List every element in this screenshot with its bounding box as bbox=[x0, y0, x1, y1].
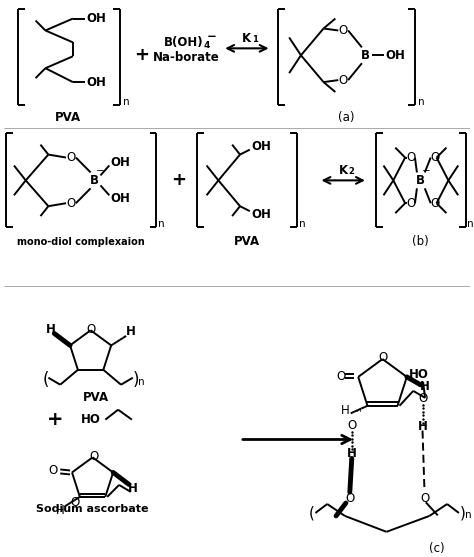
Text: H: H bbox=[419, 380, 429, 393]
Text: O: O bbox=[347, 419, 356, 432]
Text: Na-borate: Na-borate bbox=[153, 51, 219, 64]
Text: O: O bbox=[70, 496, 80, 509]
Text: PVA: PVA bbox=[234, 236, 260, 248]
Text: H: H bbox=[128, 482, 138, 495]
Text: O: O bbox=[338, 24, 348, 37]
Text: O: O bbox=[89, 450, 98, 463]
Text: HO: HO bbox=[81, 413, 100, 426]
Text: 4: 4 bbox=[203, 41, 210, 50]
Text: (c): (c) bbox=[429, 542, 445, 555]
Text: K: K bbox=[338, 164, 348, 177]
Text: O: O bbox=[66, 197, 75, 210]
Text: OH: OH bbox=[252, 208, 272, 221]
Text: (: ( bbox=[42, 371, 49, 389]
Text: B: B bbox=[90, 174, 99, 187]
Text: OH: OH bbox=[110, 192, 130, 205]
Text: (: ( bbox=[309, 505, 314, 520]
Text: H: H bbox=[126, 325, 136, 338]
Text: OH: OH bbox=[385, 49, 405, 62]
Text: n: n bbox=[467, 219, 474, 229]
Text: H: H bbox=[340, 404, 349, 417]
Text: O: O bbox=[430, 151, 439, 164]
Text: n: n bbox=[138, 377, 145, 387]
Text: OH: OH bbox=[87, 76, 107, 89]
Text: Sodium ascorbate: Sodium ascorbate bbox=[36, 504, 149, 514]
Text: H: H bbox=[56, 504, 64, 517]
Text: OH: OH bbox=[252, 140, 272, 153]
Text: B: B bbox=[416, 174, 425, 187]
Text: H: H bbox=[418, 420, 428, 433]
Text: +: + bbox=[134, 46, 149, 64]
Text: O: O bbox=[420, 492, 429, 505]
Text: n: n bbox=[123, 97, 129, 107]
Text: O: O bbox=[406, 197, 416, 210]
Text: OH: OH bbox=[87, 12, 107, 25]
Text: PVA: PVA bbox=[55, 111, 81, 124]
Text: B(OH): B(OH) bbox=[164, 36, 204, 49]
Text: −: − bbox=[96, 167, 105, 177]
Text: O: O bbox=[418, 392, 427, 405]
Text: (b): (b) bbox=[412, 236, 429, 248]
Text: O: O bbox=[345, 492, 355, 505]
Text: O: O bbox=[66, 151, 75, 164]
Text: +: + bbox=[47, 410, 64, 429]
Text: mono-diol complexaion: mono-diol complexaion bbox=[17, 237, 145, 247]
Text: OH: OH bbox=[110, 156, 130, 169]
Text: 1: 1 bbox=[252, 35, 258, 44]
Text: ,,,: ,,, bbox=[355, 404, 363, 413]
Text: PVA: PVA bbox=[82, 392, 109, 404]
Text: ): ) bbox=[133, 371, 139, 389]
Text: O: O bbox=[336, 370, 345, 383]
Text: n: n bbox=[465, 510, 472, 520]
Text: HO: HO bbox=[409, 368, 429, 380]
Text: B: B bbox=[361, 49, 370, 62]
Text: −: − bbox=[422, 167, 431, 177]
Text: (a): (a) bbox=[338, 111, 355, 124]
Text: O: O bbox=[430, 197, 439, 210]
Text: H: H bbox=[347, 447, 357, 460]
Text: O: O bbox=[86, 323, 95, 336]
Text: 2: 2 bbox=[348, 167, 354, 176]
Text: K: K bbox=[242, 32, 251, 45]
Text: n: n bbox=[418, 97, 424, 107]
Text: O: O bbox=[49, 464, 58, 477]
Text: O: O bbox=[378, 350, 387, 364]
Text: n: n bbox=[158, 219, 164, 229]
Text: ): ) bbox=[460, 505, 466, 520]
Text: −: − bbox=[207, 30, 217, 43]
Text: +: + bbox=[172, 172, 187, 189]
Text: H: H bbox=[46, 323, 55, 336]
Text: n: n bbox=[299, 219, 305, 229]
Text: O: O bbox=[338, 74, 348, 87]
Text: O: O bbox=[406, 151, 416, 164]
